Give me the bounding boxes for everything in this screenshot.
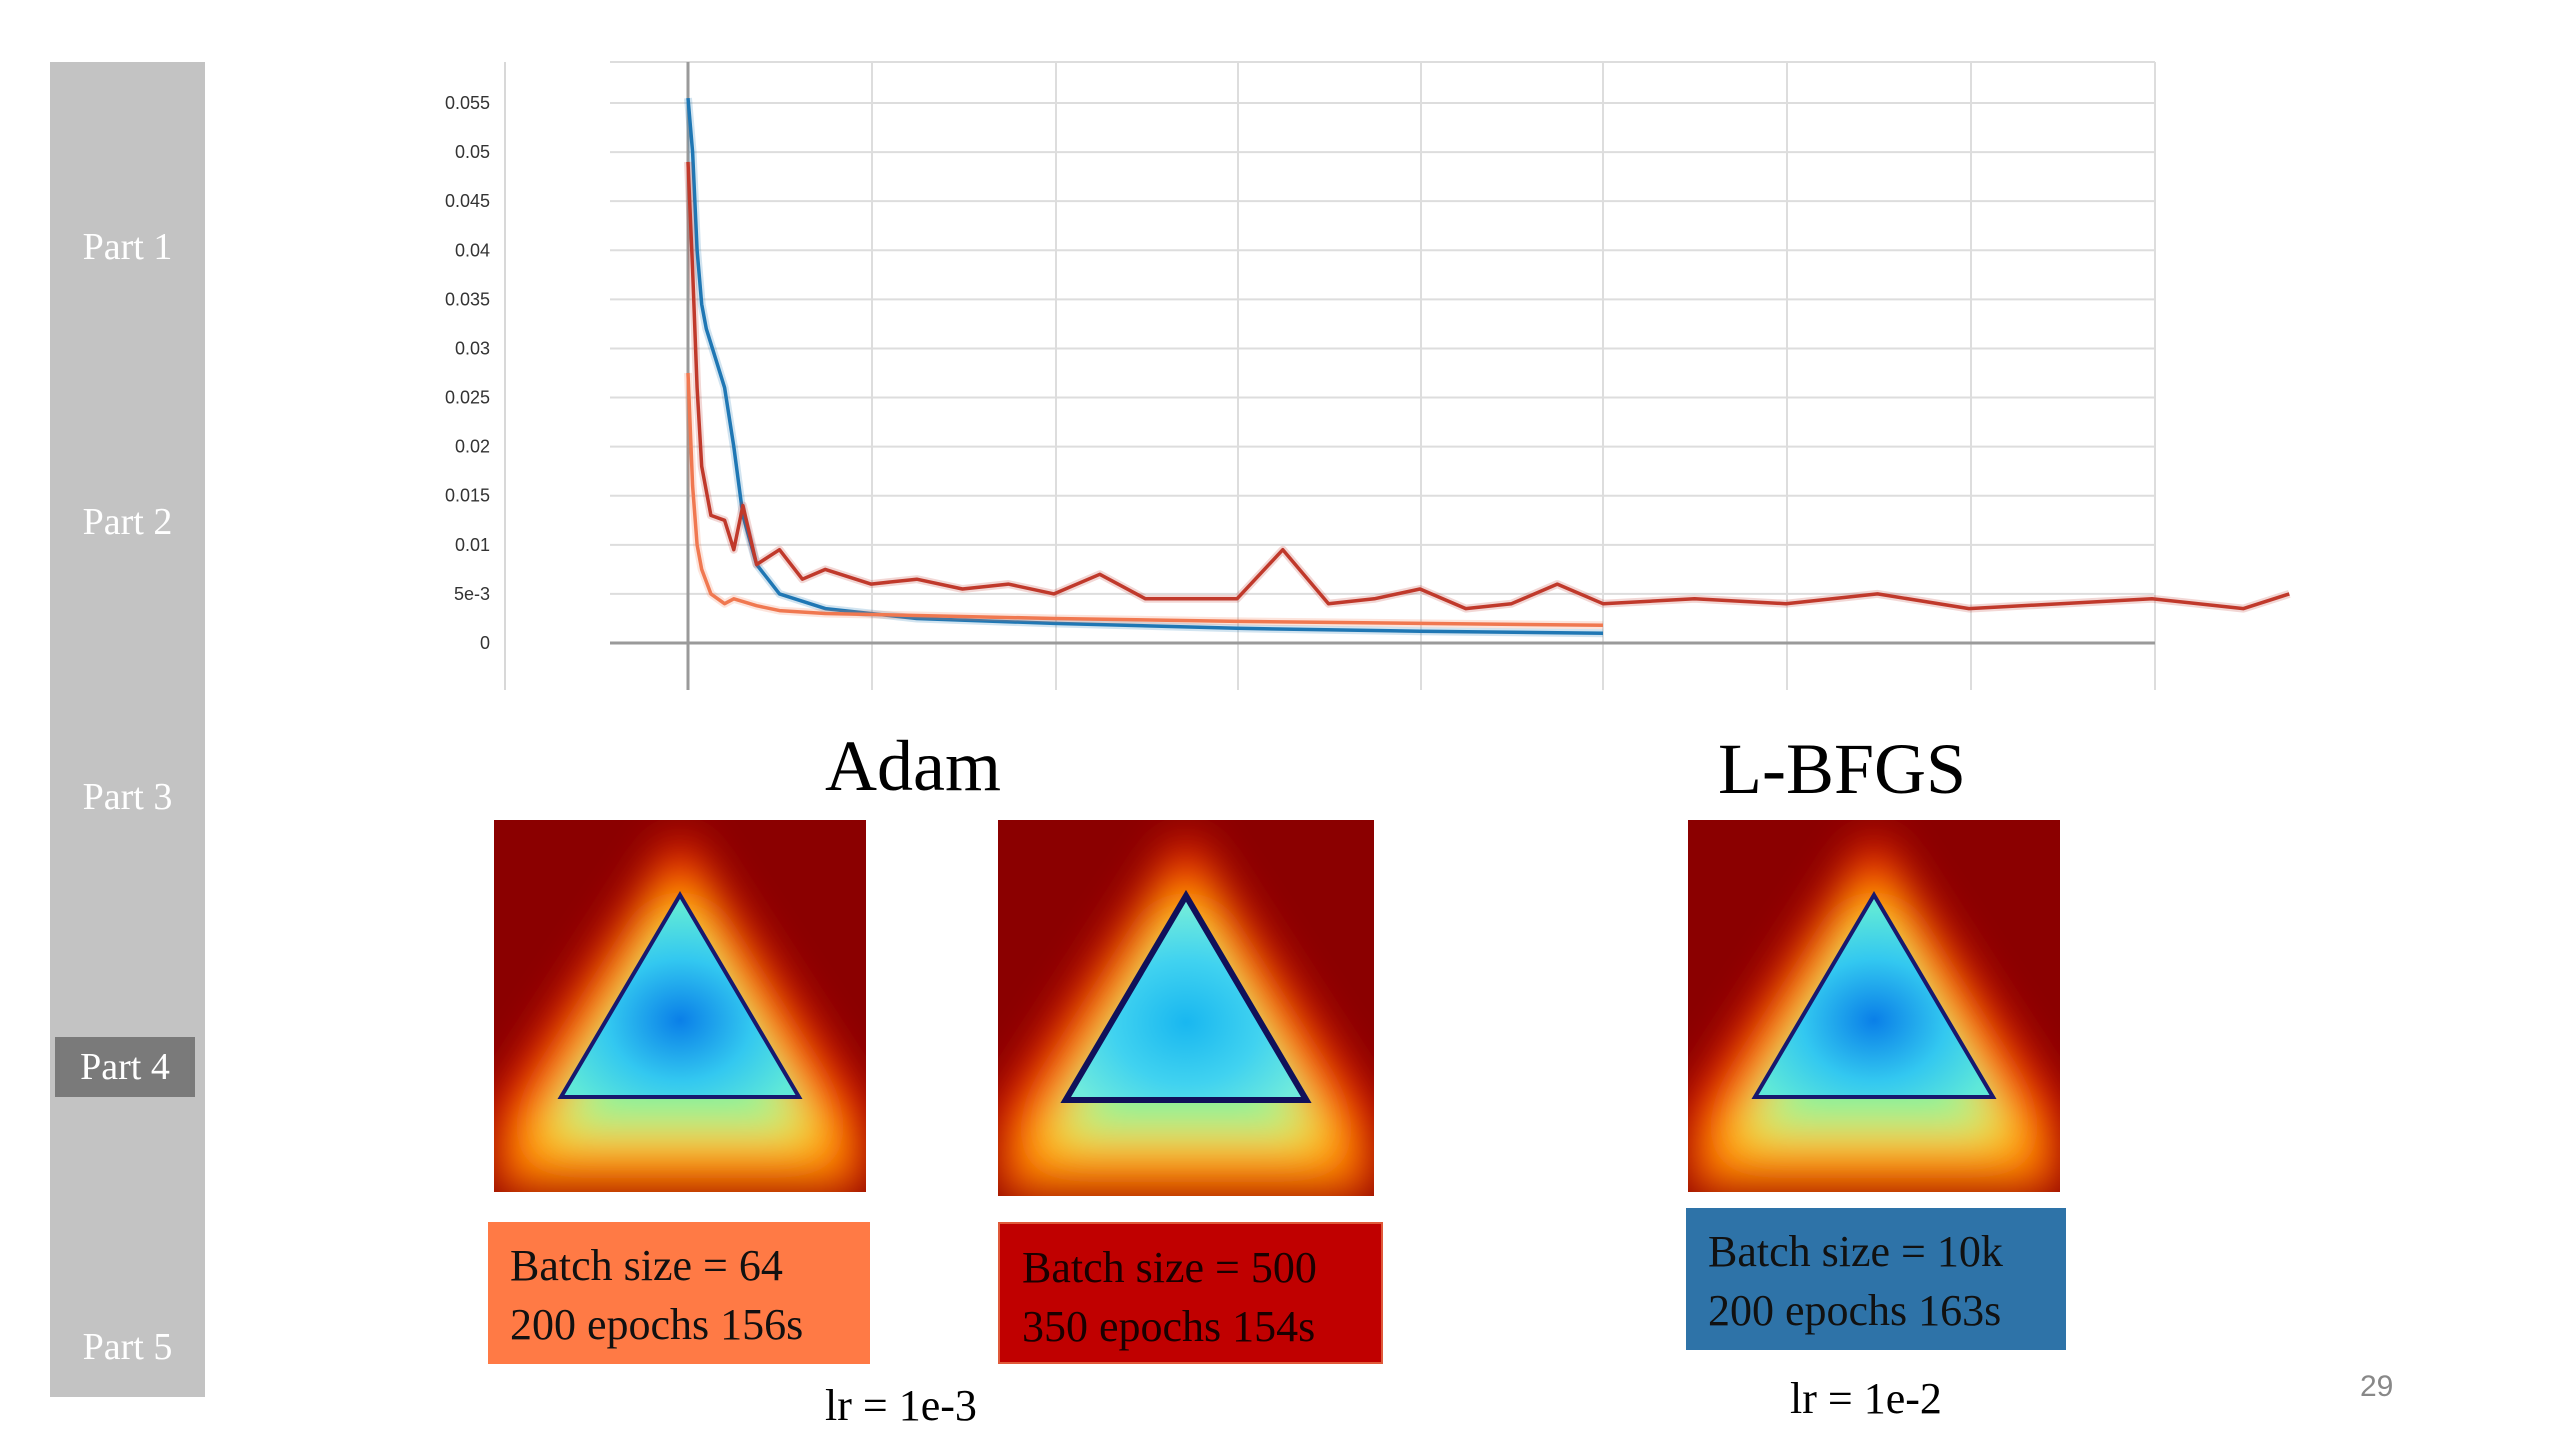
sidebar-item-part-1[interactable]: Part 1 bbox=[82, 226, 173, 268]
run-info-batch-64: Batch size = 64 200 epochs 156s bbox=[488, 1222, 870, 1364]
chart-y-tick-label: 0.035 bbox=[445, 289, 490, 309]
run-info-batch-500: Batch size = 500 350 epochs 154s bbox=[998, 1222, 1383, 1364]
heatmap-batch-500 bbox=[998, 820, 1374, 1196]
run-batch-size: Batch size = 500 bbox=[1022, 1243, 1317, 1292]
run-batch-size: Batch size = 64 bbox=[510, 1241, 783, 1290]
chart-series bbox=[684, 97, 2291, 638]
chart-y-ticks: 0 5e-3 0.01 0.015 0.02 0.025 0.03 0.035 0.04 0.04… bbox=[445, 93, 490, 653]
sidebar-item-part-5[interactable]: Part 5 bbox=[82, 1326, 173, 1368]
adam-title: Adam bbox=[825, 726, 1001, 806]
heatmap-batch-64 bbox=[494, 820, 866, 1192]
chart-y-tick-label: 0.01 bbox=[455, 535, 490, 555]
chart-y-tick-label: 0.04 bbox=[455, 240, 490, 260]
sidebar-item-part-4[interactable]: Part 4 bbox=[55, 1037, 195, 1097]
lr-lbfgs-label: lr = 1e-2 bbox=[1790, 1374, 1942, 1423]
run-epochs-time: 200 epochs 156s bbox=[510, 1300, 804, 1349]
chart-y-tick-label: 0.015 bbox=[445, 486, 490, 506]
chart-series-line-2 bbox=[686, 372, 1604, 628]
chart-y-tick-label: 0.055 bbox=[445, 93, 490, 113]
page-number: 29 bbox=[2360, 1370, 2394, 1403]
chart-series-shadow-0 bbox=[684, 97, 1604, 638]
run-epochs-time: 200 epochs 163s bbox=[1708, 1286, 2002, 1335]
chart-series-shadow-2 bbox=[684, 372, 1604, 630]
sidebar-item-part-2[interactable]: Part 2 bbox=[82, 501, 173, 543]
chart-series-shadow-1 bbox=[684, 161, 2291, 613]
run-batch-size: Batch size = 10k bbox=[1708, 1227, 2003, 1276]
heatmap-batch-10k bbox=[1688, 820, 2060, 1192]
run-epochs-time: 350 epochs 154s bbox=[1022, 1302, 1316, 1351]
lr-adam-label: lr = 1e-3 bbox=[825, 1381, 977, 1430]
sidebar-item-part-3[interactable]: Part 3 bbox=[82, 776, 173, 818]
chart-y-tick-label: 0.045 bbox=[445, 191, 490, 211]
chart-y-tick-label: 0 bbox=[480, 633, 490, 653]
chart-y-tick-label: 5e-3 bbox=[454, 584, 490, 604]
chart-series-line-1 bbox=[686, 161, 2290, 611]
run-info-batch-10k: Batch size = 10k 200 epochs 163s bbox=[1686, 1208, 2066, 1350]
chart-series-line-0 bbox=[686, 97, 1604, 635]
loss-chart: 0 5e-3 0.01 0.015 0.02 0.025 0.03 0.035 0.04 0.04… bbox=[445, 61, 2291, 690]
chart-y-tick-label: 0.03 bbox=[455, 338, 490, 358]
chart-y-tick-label: 0.02 bbox=[455, 437, 490, 457]
lbfgs-title: L-BFGS bbox=[1718, 729, 1967, 809]
chart-grid bbox=[504, 61, 2156, 690]
sidebar-nav: Part 1 Part 2 Part 3 Part 4 Part 5 bbox=[50, 62, 205, 1397]
chart-y-tick-label: 0.025 bbox=[445, 388, 490, 408]
chart-y-tick-label: 0.05 bbox=[455, 142, 490, 162]
